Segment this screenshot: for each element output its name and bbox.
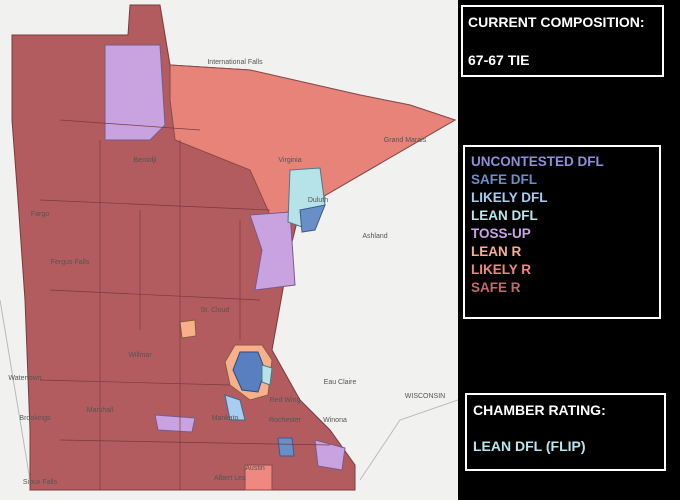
toss-up-district (314, 439, 346, 471)
safe-dfl-district (277, 437, 295, 457)
toss-up-district (154, 414, 196, 433)
map-label: Fargo (31, 211, 49, 218)
legend-entry: LEAN DFL (471, 208, 538, 223)
legend: UNCONTESTED DFL SAFE DFL LIKELY DFL LEAN DF… (463, 145, 661, 319)
rating-value: LEAN DFL (FLIP) (473, 438, 586, 454)
lean-r-district (179, 319, 197, 339)
map-label: Fergus Falls (51, 259, 90, 266)
state-border (0, 299, 458, 481)
composition-title: CURRENT COMPOSITION: (468, 14, 645, 30)
legend-entry: SAFE R (471, 280, 521, 295)
safe-dfl-district (299, 204, 326, 233)
legend-entry: TOSS-UP (471, 226, 531, 241)
legend-entry: LIKELY R (471, 262, 532, 277)
composition-box: CURRENT COMPOSITION: 67-67 TIE (461, 5, 664, 77)
toss-up-district (249, 211, 296, 291)
map-label: Grand Marais (384, 137, 427, 144)
map-label: Red Wing (270, 397, 301, 404)
legend-entry: LEAN R (471, 244, 522, 259)
map-label: Eau Claire (324, 379, 357, 386)
map-label: Ashland (362, 233, 387, 240)
map-label: Virginia (278, 157, 301, 164)
map-label: Rochester (269, 417, 302, 424)
map-label: Winona (323, 417, 347, 424)
likely-dfl-district (224, 394, 246, 421)
map-label: Sioux Falls (23, 479, 58, 486)
map-label: Willmar (128, 352, 152, 359)
rating-title: CHAMBER RATING: (473, 402, 606, 418)
map-label: Mankato (212, 415, 239, 422)
map-label: Duluth (308, 197, 328, 204)
map-label: WISCONSIN (405, 393, 445, 400)
rating-box: CHAMBER RATING: LEAN DFL (FLIP) (465, 393, 666, 471)
map-label: Marshall (87, 407, 114, 414)
toss-up-district (104, 44, 166, 141)
map-label: Austin (245, 465, 265, 472)
composition-value: 67-67 TIE (468, 52, 530, 68)
map: International Falls Bemidji Grand Marais Vi… (0, 0, 458, 500)
legend-entry: UNCONTESTED DFL (471, 154, 604, 169)
legend-entry: SAFE DFL (471, 172, 537, 187)
legend-entry: LIKELY DFL (471, 190, 548, 205)
map-label: Albert Lea (214, 475, 246, 482)
map-label: Watertown (8, 375, 41, 382)
safe-dfl-district (232, 351, 266, 393)
map-label: Brookings (19, 415, 51, 422)
likely-r-district (244, 464, 273, 491)
district-lines (39, 119, 331, 490)
lean-dfl-district (261, 364, 273, 386)
map-label: International Falls (207, 59, 263, 66)
map-label: St. Cloud (201, 307, 230, 314)
map-label: Bemidji (134, 157, 157, 164)
